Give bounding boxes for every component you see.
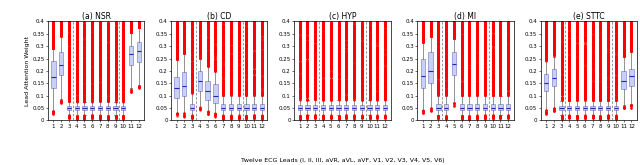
Title: (b) CD: (b) CD (207, 12, 232, 21)
PathPatch shape (367, 105, 372, 110)
PathPatch shape (491, 104, 495, 110)
PathPatch shape (106, 106, 110, 110)
Y-axis label: Lead Attention Weight: Lead Attention Weight (24, 36, 29, 106)
PathPatch shape (228, 104, 233, 110)
PathPatch shape (360, 105, 364, 110)
PathPatch shape (452, 52, 456, 75)
PathPatch shape (621, 71, 626, 89)
PathPatch shape (305, 105, 310, 110)
PathPatch shape (582, 106, 587, 110)
PathPatch shape (90, 106, 94, 110)
PathPatch shape (252, 104, 256, 110)
PathPatch shape (129, 46, 133, 65)
PathPatch shape (121, 106, 125, 110)
PathPatch shape (260, 104, 264, 110)
Title: (e) STTC: (e) STTC (573, 12, 605, 21)
PathPatch shape (298, 105, 302, 110)
PathPatch shape (375, 105, 380, 110)
PathPatch shape (506, 104, 510, 110)
PathPatch shape (606, 106, 610, 110)
PathPatch shape (344, 105, 348, 110)
PathPatch shape (552, 69, 556, 86)
PathPatch shape (429, 52, 433, 83)
PathPatch shape (559, 106, 564, 110)
Title: (d) MI: (d) MI (454, 12, 477, 21)
PathPatch shape (483, 104, 487, 110)
PathPatch shape (221, 104, 225, 110)
PathPatch shape (213, 84, 218, 103)
Title: (a) NSR: (a) NSR (82, 12, 111, 21)
PathPatch shape (444, 104, 448, 110)
PathPatch shape (499, 104, 502, 110)
PathPatch shape (575, 106, 579, 110)
PathPatch shape (137, 42, 141, 62)
PathPatch shape (460, 104, 464, 110)
Title: (c) HYP: (c) HYP (329, 12, 356, 21)
PathPatch shape (420, 59, 425, 88)
PathPatch shape (567, 106, 572, 110)
PathPatch shape (244, 104, 248, 110)
PathPatch shape (352, 105, 356, 110)
PathPatch shape (544, 74, 548, 91)
PathPatch shape (313, 105, 317, 110)
PathPatch shape (182, 72, 186, 96)
PathPatch shape (75, 106, 79, 110)
PathPatch shape (475, 104, 479, 110)
PathPatch shape (113, 106, 118, 110)
PathPatch shape (436, 104, 440, 110)
PathPatch shape (198, 71, 202, 91)
PathPatch shape (614, 106, 618, 110)
Text: Twelve ECG Leads (I, II, III, aVR, aVL, aVF, V1, V2, V3, V4, V5, V6): Twelve ECG Leads (I, II, III, aVR, aVL, … (241, 158, 444, 163)
PathPatch shape (205, 81, 210, 100)
PathPatch shape (67, 106, 71, 110)
PathPatch shape (98, 106, 102, 110)
PathPatch shape (237, 104, 241, 110)
PathPatch shape (337, 105, 340, 110)
PathPatch shape (321, 105, 325, 110)
PathPatch shape (175, 77, 179, 98)
PathPatch shape (83, 106, 86, 110)
PathPatch shape (467, 104, 472, 110)
PathPatch shape (190, 104, 194, 110)
PathPatch shape (629, 69, 634, 86)
PathPatch shape (59, 52, 63, 75)
PathPatch shape (591, 106, 595, 110)
PathPatch shape (51, 61, 56, 88)
PathPatch shape (328, 105, 333, 110)
PathPatch shape (598, 106, 602, 110)
PathPatch shape (383, 105, 387, 110)
